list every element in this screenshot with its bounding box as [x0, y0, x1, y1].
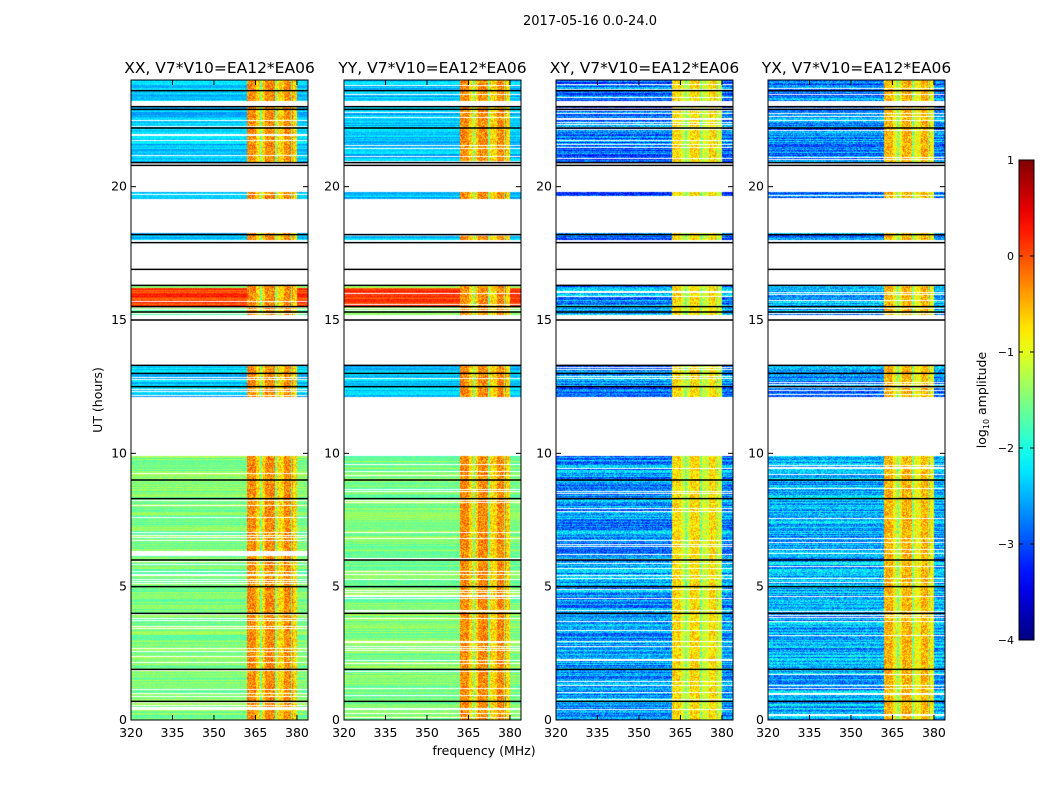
y-tick-label: 0: [756, 712, 764, 727]
colorbar-tick-label: 1: [1007, 154, 1014, 167]
panel-frame: [130, 79, 309, 721]
colorbar-tick-label: −3: [998, 538, 1014, 551]
y-tick-label: 5: [119, 579, 127, 594]
x-tick-label: 320: [332, 725, 356, 740]
y-tick-label: 15: [111, 312, 127, 327]
y-tick-label: 20: [748, 179, 764, 194]
y-tick-label: 15: [748, 312, 764, 327]
colorbar-tick-label: −1: [998, 346, 1014, 359]
panel-frame: [343, 79, 522, 721]
x-axis-label: frequency (MHz): [432, 743, 535, 758]
x-tick-label: 380: [710, 725, 734, 740]
y-tick-label: 20: [536, 179, 552, 194]
panel-title: XX, V7*V10=EA12*EA06: [124, 59, 315, 77]
x-tick-label: 350: [627, 725, 651, 740]
y-tick-label: 15: [536, 312, 552, 327]
colorbar-label-part: log: [974, 429, 989, 448]
x-tick-label: 320: [119, 725, 143, 740]
y-tick-label: 5: [756, 579, 764, 594]
x-tick-label: 365: [881, 725, 905, 740]
x-tick-label: 320: [544, 725, 568, 740]
panel-title: YY, V7*V10=EA12*EA06: [338, 59, 527, 77]
x-tick-label: 380: [285, 725, 309, 740]
y-tick-label: 5: [544, 579, 552, 594]
x-tick-label: 335: [586, 725, 610, 740]
y-tick-label: 10: [324, 445, 340, 460]
colorbar-label-part: 10: [982, 419, 991, 429]
y-tick-label: 10: [111, 445, 127, 460]
colorbar-tick-label: −4: [998, 634, 1014, 647]
y-tick-label: 0: [332, 712, 340, 727]
x-tick-label: 335: [161, 725, 185, 740]
y-tick-label: 10: [536, 445, 552, 460]
y-tick-label: 20: [324, 179, 340, 194]
y-tick-label: 10: [748, 445, 764, 460]
y-tick-label: 15: [324, 312, 340, 327]
colorbar-tick-label: −2: [998, 442, 1014, 455]
x-tick-label: 350: [415, 725, 439, 740]
y-axis-label: UT (hours): [90, 367, 105, 433]
x-tick-label: 335: [798, 725, 822, 740]
y-tick-label: 0: [544, 712, 552, 727]
x-tick-label: 335: [374, 725, 398, 740]
colorbar-label: log10 amplitude: [974, 351, 991, 448]
colorbar-label-part: amplitude: [974, 351, 989, 418]
panel-title: XY, V7*V10=EA12*EA06: [549, 59, 740, 77]
panel-frame: [767, 79, 946, 721]
panel-frame: [555, 79, 734, 721]
x-tick-label: 365: [244, 725, 268, 740]
y-tick-label: 0: [119, 712, 127, 727]
x-tick-label: 350: [202, 725, 226, 740]
y-tick-label: 5: [332, 579, 340, 594]
x-tick-label: 320: [756, 725, 780, 740]
panel-title: YX, V7*V10=EA12*EA06: [761, 59, 952, 77]
figure-title: 2017-05-16 0.0-24.0: [523, 14, 657, 29]
colorbar: [1018, 159, 1035, 641]
colorbar-tick-label: 0: [1007, 250, 1014, 263]
x-tick-label: 365: [669, 725, 693, 740]
x-tick-label: 380: [922, 725, 946, 740]
x-tick-label: 365: [457, 725, 481, 740]
x-tick-label: 380: [498, 725, 522, 740]
x-tick-label: 350: [839, 725, 863, 740]
y-tick-label: 20: [111, 179, 127, 194]
